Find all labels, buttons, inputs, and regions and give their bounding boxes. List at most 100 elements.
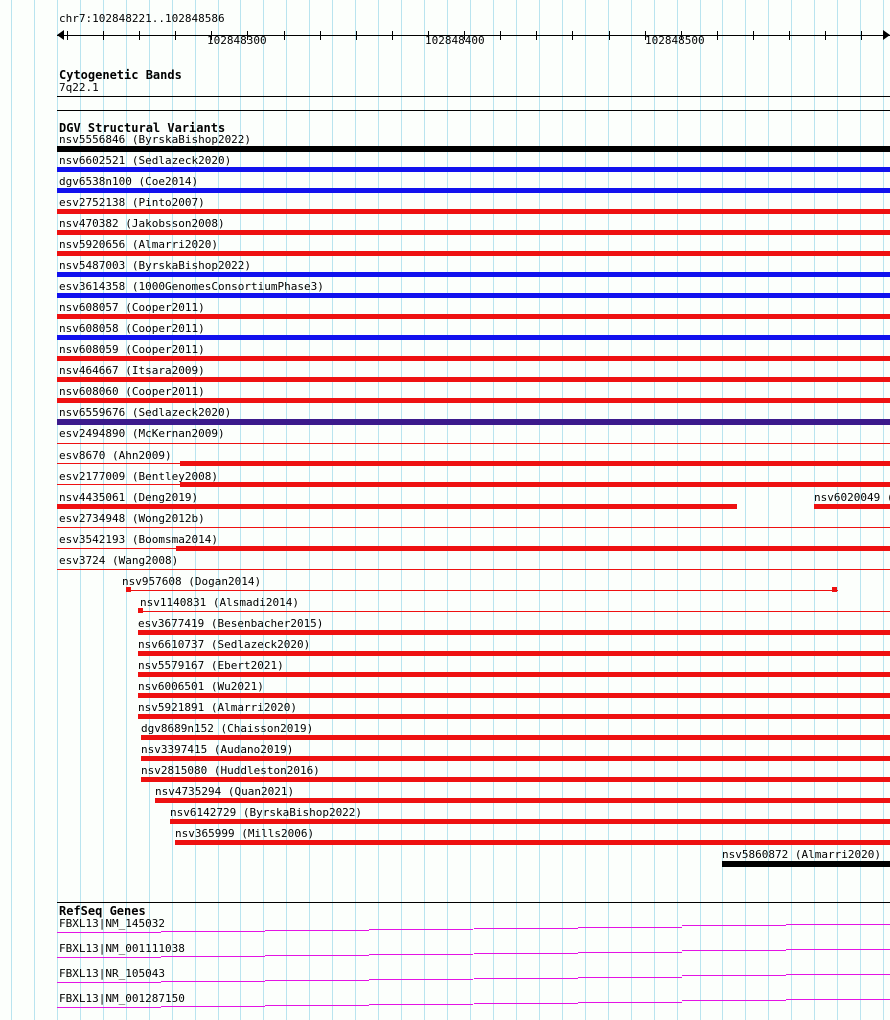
dgv-variant-label[interactable]: nsv3397415 (Audano2019) [141, 743, 294, 756]
dgv-variant-label[interactable]: nsv6559676 (Sedlazeck2020) [59, 406, 232, 419]
dgv-variant-bar[interactable] [138, 693, 890, 698]
dgv-variant-label[interactable]: esv3677419 (Besenbacher2015) [138, 617, 324, 630]
dgv-variant-bar[interactable] [138, 630, 890, 635]
dgv-variant-label[interactable]: esv2177009 (Bentley2008) [59, 470, 218, 483]
dgv-variant-label[interactable]: nsv608060 (Cooper2011) [59, 385, 205, 398]
dgv-variant-label[interactable]: nsv6610737 (Sedlazeck2020) [138, 638, 311, 651]
dgv-variant-thin-line[interactable] [57, 527, 890, 528]
refseq-gene-exon-segment[interactable] [682, 925, 786, 926]
dgv-variant-label[interactable]: esv2494890 (McKernan2009) [59, 427, 225, 440]
dgv-variant-bar[interactable] [180, 482, 890, 487]
refseq-gene-exon-segment[interactable] [682, 950, 786, 951]
dgv-variant-bar[interactable] [57, 146, 890, 152]
refseq-gene-exon-segment[interactable] [474, 978, 578, 979]
dgv-variant-thin-line[interactable] [138, 611, 890, 612]
refseq-gene-exon-segment[interactable] [265, 1005, 369, 1006]
dgv-variant-label[interactable]: esv3542193 (Boomsma2014) [59, 533, 218, 546]
dgv-variant-label[interactable]: nsv5556846 (ByrskaBishop2022) [59, 133, 252, 146]
dgv-variant-bar[interactable] [57, 398, 890, 403]
refseq-gene-label[interactable]: FBXL13|NM_001287150 [59, 992, 185, 1005]
dgv-variant-label[interactable]: nsv6006501 (Wu2021) [138, 680, 264, 693]
dgv-variant-endpoint-marker[interactable] [832, 587, 837, 592]
dgv-variant-bar[interactable] [722, 861, 890, 867]
refseq-gene-exon-segment[interactable] [57, 982, 161, 983]
refseq-gene-exon-segment[interactable] [161, 931, 265, 932]
dgv-variant-bar[interactable] [176, 546, 890, 551]
dgv-variant-label[interactable]: nsv6142729 (ByrskaBishop2022) [170, 806, 363, 819]
dgv-variant-bar[interactable] [57, 314, 890, 319]
refseq-gene-exon-segment[interactable] [578, 952, 682, 953]
dgv-variant-bar[interactable] [57, 335, 890, 340]
refseq-gene-exon-segment[interactable] [369, 954, 473, 955]
dgv-variant-label[interactable]: nsv5579167 (Ebert2021) [138, 659, 284, 672]
dgv-variant-bar[interactable] [57, 209, 890, 214]
dgv-variant-bar[interactable] [180, 461, 890, 466]
dgv-variant-bar[interactable] [141, 777, 890, 782]
dgv-variant-bar[interactable] [57, 188, 890, 193]
refseq-gene-exon-segment[interactable] [578, 977, 682, 978]
dgv-variant-bar[interactable] [57, 293, 890, 298]
dgv-variant-endpoint-marker[interactable] [138, 608, 143, 613]
dgv-variant-label[interactable]: nsv608058 (Cooper2011) [59, 322, 205, 335]
refseq-gene-exon-segment[interactable] [474, 928, 578, 929]
dgv-variant-label[interactable]: nsv4435061 (Deng2019) [59, 491, 199, 504]
refseq-gene-exon-segment[interactable] [786, 999, 890, 1000]
dgv-variant-label[interactable]: nsv4735294 (Quan2021) [155, 785, 295, 798]
dgv-variant-label[interactable]: dgv6538n100 (Coe2014) [59, 175, 199, 188]
dgv-variant-label[interactable]: dgv8689n152 (Chaisson2019) [141, 722, 314, 735]
dgv-variant-thin-line[interactable] [126, 590, 838, 591]
dgv-variant-bar[interactable] [170, 819, 890, 824]
dgv-variant-bar[interactable] [155, 798, 890, 803]
dgv-variant-endpoint-marker[interactable] [126, 587, 131, 592]
dgv-variant-bar[interactable] [57, 272, 890, 277]
refseq-gene-exon-segment[interactable] [786, 924, 890, 925]
dgv-variant-bar[interactable] [138, 651, 890, 656]
dgv-variant-label[interactable]: nsv5860872 (Almarri2020) [722, 848, 881, 861]
refseq-gene-exon-segment[interactable] [369, 1004, 473, 1005]
refseq-gene-label[interactable]: FBXL13|NR_105043 [59, 967, 165, 980]
dgv-variant-label[interactable]: esv8670 (Ahn2009) [59, 449, 172, 462]
dgv-variant-label[interactable]: nsv2815080 (Huddleston2016) [141, 764, 320, 777]
dgv-variant-label[interactable]: nsv608059 (Cooper2011) [59, 343, 205, 356]
dgv-variant-label[interactable]: nsv957608 (Dogan2014) [122, 575, 262, 588]
dgv-variant-label[interactable]: nsv6602521 (Sedlazeck2020) [59, 154, 232, 167]
dgv-variant-bar[interactable] [57, 356, 890, 361]
refseq-gene-exon-segment[interactable] [578, 1002, 682, 1003]
refseq-gene-exon-segment[interactable] [369, 929, 473, 930]
dgv-variant-thin-line[interactable] [57, 443, 890, 444]
dgv-variant-bar[interactable] [814, 504, 890, 509]
refseq-gene-exon-segment[interactable] [786, 974, 890, 975]
dgv-variant-label[interactable]: esv2734948 (Wong2012b) [59, 512, 205, 525]
refseq-gene-exon-segment[interactable] [786, 949, 890, 950]
refseq-gene-exon-segment[interactable] [57, 957, 161, 958]
dgv-variant-label[interactable]: esv3724 (Wang2008) [59, 554, 179, 567]
dgv-variant-thin-line[interactable] [57, 569, 890, 570]
refseq-gene-exon-segment[interactable] [474, 1003, 578, 1004]
refseq-gene-label[interactable]: FBXL13|NM_145032 [59, 917, 165, 930]
dgv-variant-label[interactable]: nsv464667 (Itsara2009) [59, 364, 205, 377]
refseq-gene-exon-segment[interactable] [161, 981, 265, 982]
dgv-variant-bar[interactable] [57, 419, 890, 425]
dgv-variant-label[interactable]: esv2752138 (Pinto2007) [59, 196, 205, 209]
dgv-variant-label[interactable]: nsv5487003 (ByrskaBishop2022) [59, 259, 252, 272]
refseq-gene-exon-segment[interactable] [161, 1006, 265, 1007]
dgv-variant-label[interactable]: nsv6020049 ( [814, 491, 890, 504]
refseq-gene-exon-segment[interactable] [265, 930, 369, 931]
dgv-variant-bar[interactable] [141, 756, 890, 761]
dgv-variant-bar[interactable] [57, 230, 890, 235]
refseq-gene-exon-segment[interactable] [57, 932, 161, 933]
refseq-gene-exon-segment[interactable] [265, 980, 369, 981]
dgv-variant-bar[interactable] [175, 840, 890, 845]
refseq-gene-exon-segment[interactable] [578, 927, 682, 928]
dgv-variant-label[interactable]: esv3614358 (1000GenomesConsortiumPhase3) [59, 280, 324, 293]
refseq-gene-label[interactable]: FBXL13|NM_001111038 [59, 942, 185, 955]
refseq-gene-exon-segment[interactable] [161, 956, 265, 957]
refseq-gene-exon-segment[interactable] [57, 1007, 161, 1008]
dgv-variant-bar[interactable] [57, 504, 737, 509]
refseq-gene-exon-segment[interactable] [682, 1000, 786, 1001]
dgv-variant-label[interactable]: nsv5920656 (Almarri2020) [59, 238, 218, 251]
refseq-gene-exon-segment[interactable] [474, 953, 578, 954]
dgv-variant-bar[interactable] [141, 735, 890, 740]
dgv-variant-bar[interactable] [57, 251, 890, 256]
cytoband-label[interactable]: 7q22.1 [59, 81, 99, 94]
